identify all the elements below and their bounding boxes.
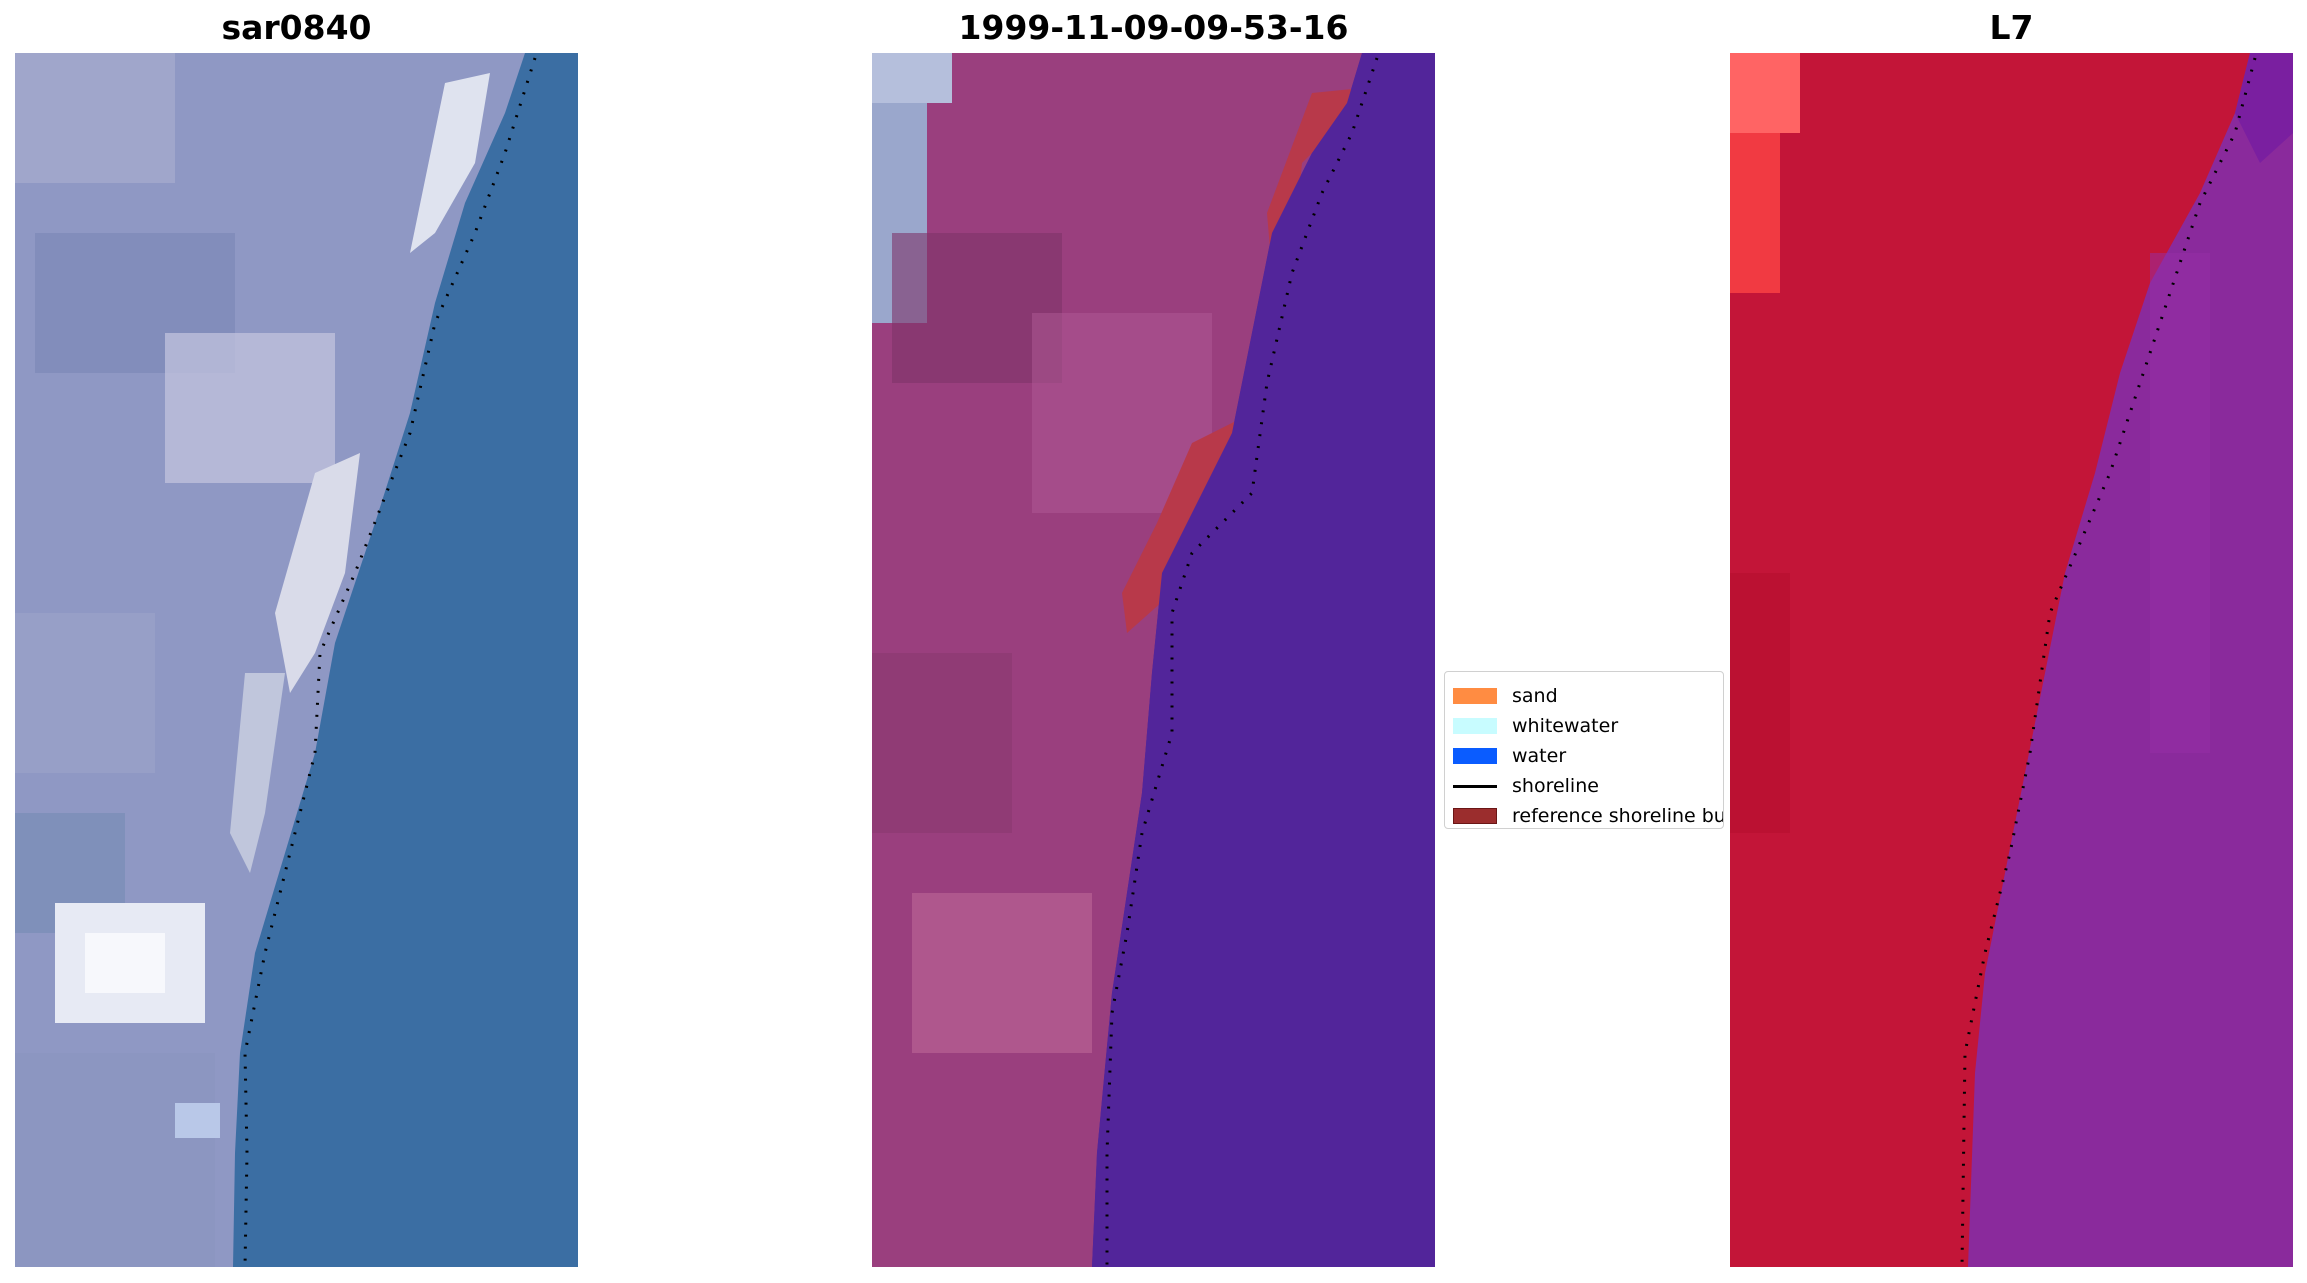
legend-item-whitewater: whitewater — [1453, 713, 1618, 739]
buffer-swatch — [1453, 808, 1497, 824]
classified-image — [872, 53, 1435, 1267]
rgb-image — [15, 53, 578, 1267]
panel-title-rgb: sar0840 — [221, 8, 372, 47]
falsecolor-image — [1730, 53, 2293, 1267]
legend-label-whitewater: whitewater — [1512, 715, 1619, 737]
falsecolor-image-panel — [1730, 53, 2293, 1267]
legend: sand whitewater water shoreline referenc… — [1444, 671, 1724, 829]
panel-title-falsecolor: L7 — [1989, 8, 2034, 47]
whitewater-swatch — [1453, 718, 1497, 734]
sand-swatch — [1453, 688, 1497, 704]
legend-item-shoreline: shoreline — [1453, 773, 1599, 799]
legend-label-sand: sand — [1512, 685, 1558, 707]
shoreline-line-swatch — [1453, 784, 1497, 788]
legend-label-water: water — [1512, 745, 1567, 767]
legend-label-shoreline: shoreline — [1512, 775, 1599, 797]
water-swatch — [1453, 748, 1497, 764]
legend-item-buffer: reference shoreline buffer — [1453, 803, 1723, 828]
rgb-image-panel — [15, 53, 578, 1267]
legend-label-buffer: reference shoreline buffer — [1512, 805, 1723, 827]
panel-title-classified: 1999-11-09-09-53-16 — [958, 8, 1349, 47]
legend-item-water: water — [1453, 743, 1566, 769]
legend-item-sand: sand — [1453, 683, 1558, 709]
classified-image-panel — [872, 53, 1435, 1267]
